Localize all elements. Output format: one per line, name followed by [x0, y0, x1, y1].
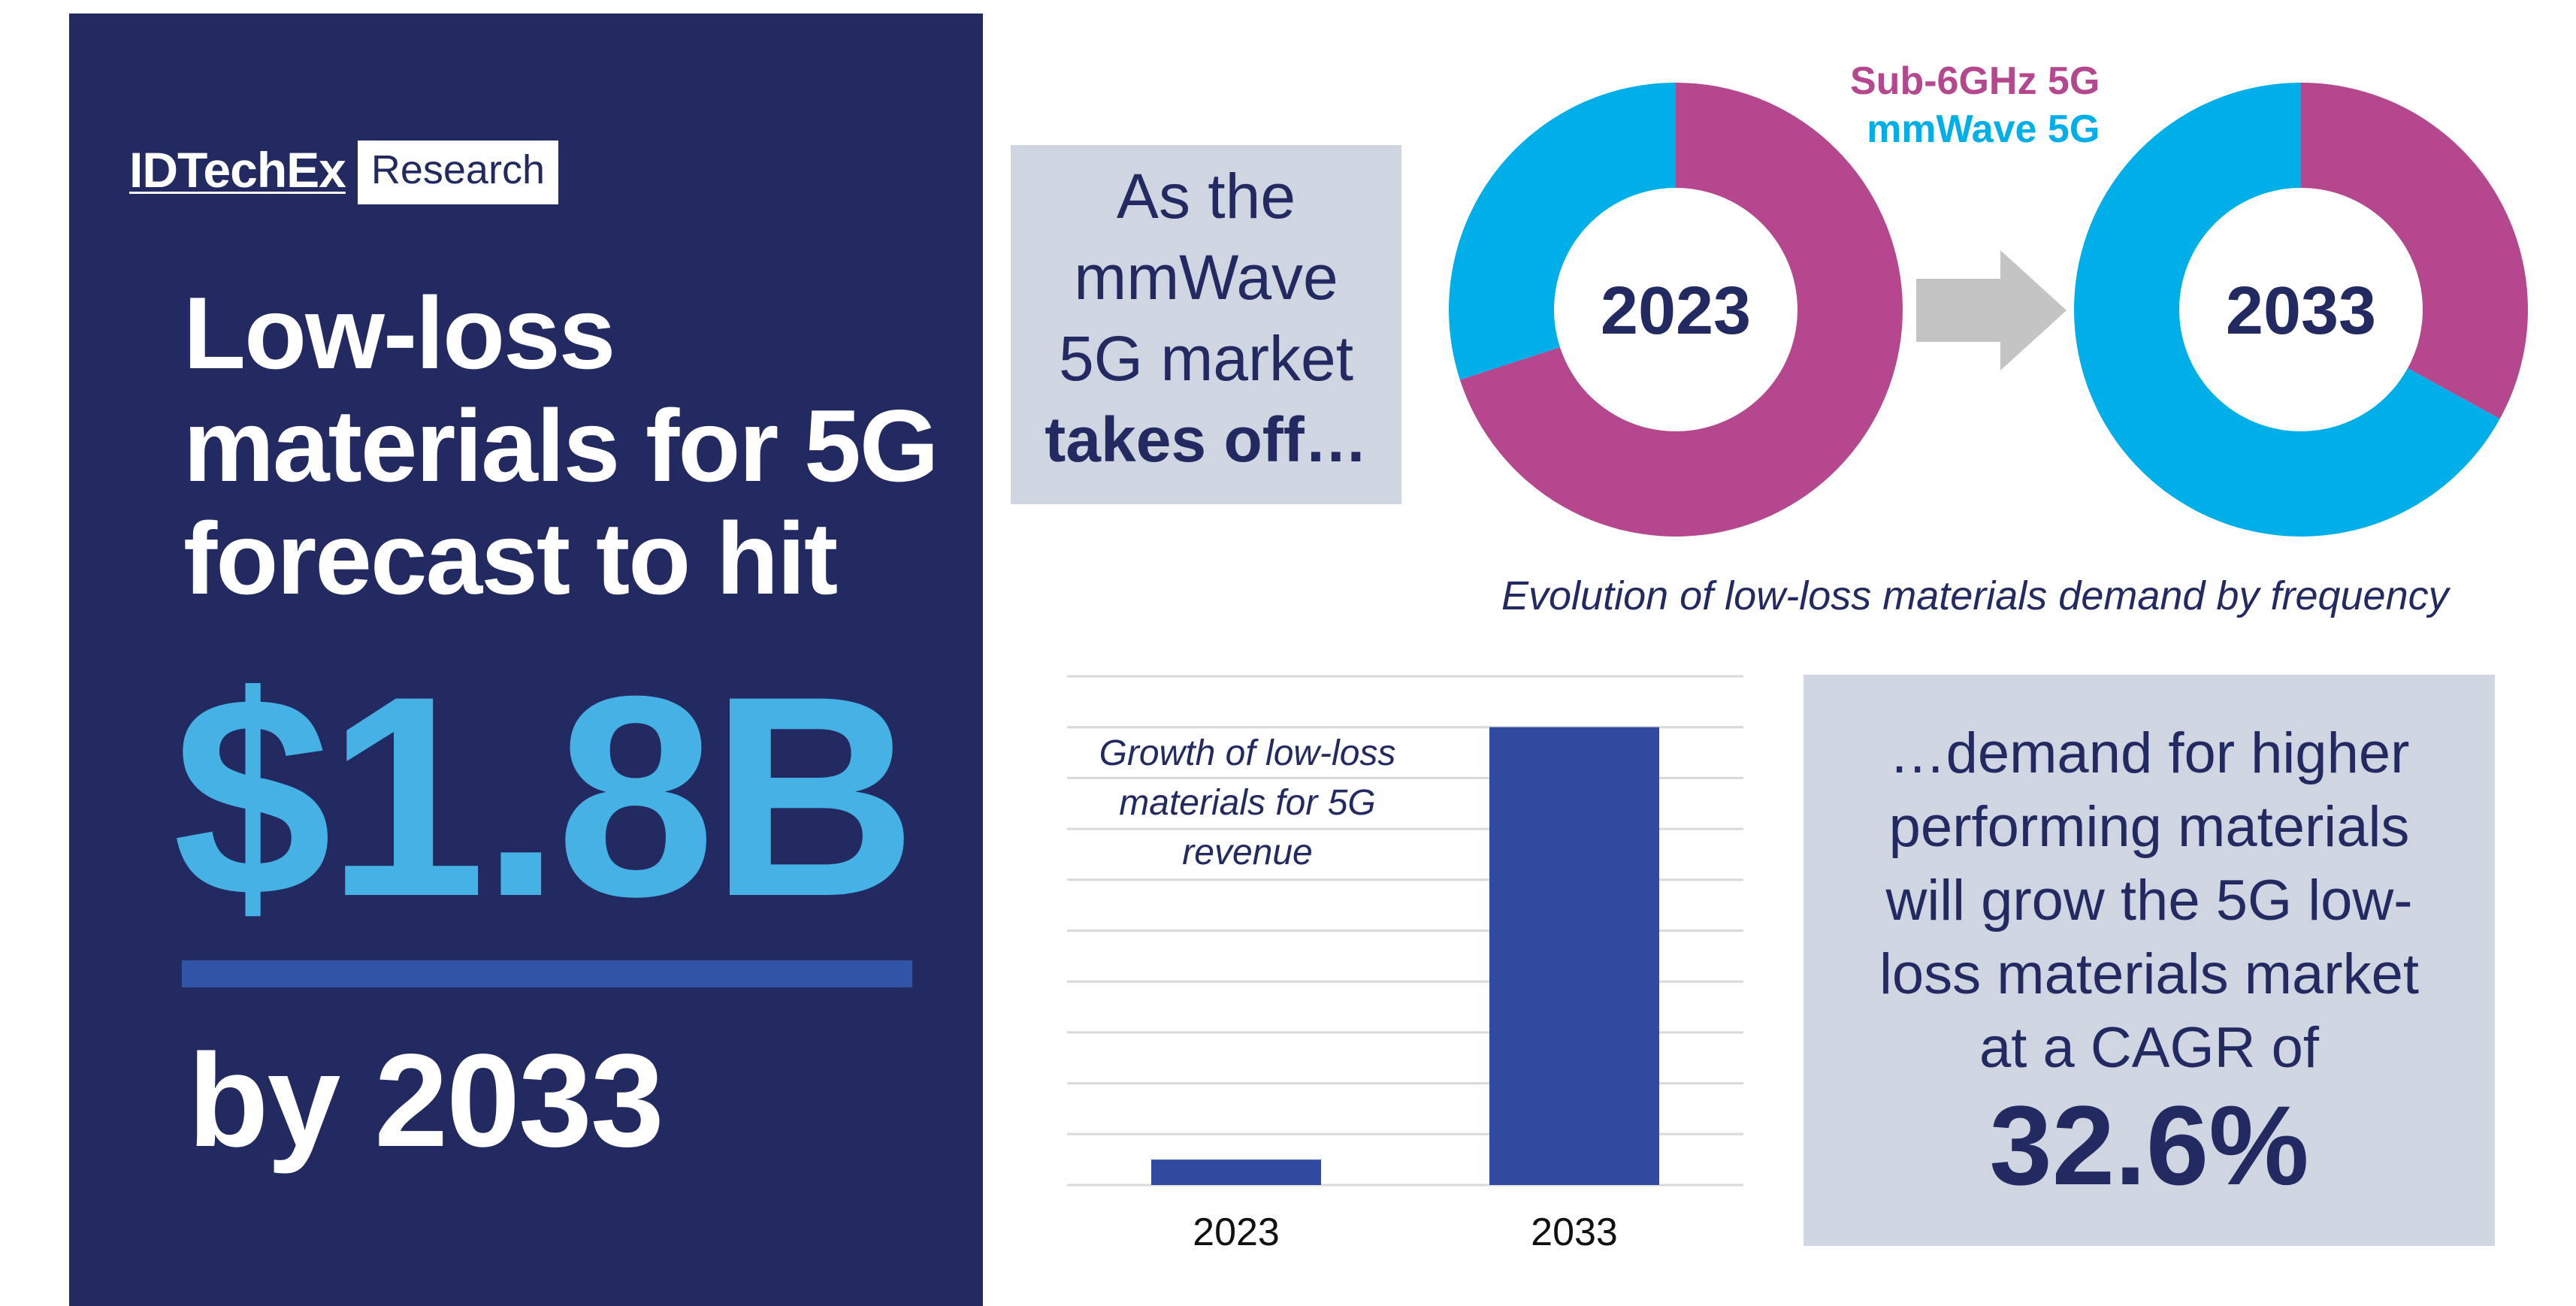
- donut-legend: Sub-6GHz 5G mmWave 5G: [1850, 57, 2100, 153]
- x-tick-label: 2023: [1193, 1211, 1280, 1254]
- donut-year-label: 2033: [2226, 274, 2376, 349]
- takeoff-bold-line: takes off…: [1045, 404, 1368, 475]
- headline-line: materials for 5G: [183, 388, 939, 503]
- cagr-value: 32.6%: [1989, 1082, 2309, 1208]
- donut-chart-2023: 2023: [1449, 83, 1903, 537]
- takeoff-callout: As the mmWave 5G market takes off…: [1011, 145, 1401, 504]
- divider-bar: [182, 960, 912, 987]
- takeoff-line: As the: [1116, 161, 1296, 231]
- headline-line: forecast to hit: [183, 501, 838, 615]
- donut-slice-mmwave-5g: [1449, 83, 1676, 380]
- bar-2023: [1151, 1159, 1321, 1185]
- revenue-bar-chart: 2023 2033: [1067, 675, 1743, 1254]
- legend-mmwave: mmWave 5G: [1867, 107, 2100, 151]
- bar-chart-annotation: Growth of low-loss materials for 5G reve…: [1099, 733, 1396, 872]
- brand-logo: IDTechEx Research: [129, 135, 558, 204]
- brand-name: IDTechEx: [129, 142, 346, 198]
- cagr-callout: …demand for higher performing materials …: [1804, 675, 2495, 1246]
- headline-text: Low-loss materials for 5G forecast to hi…: [183, 277, 950, 615]
- right-arrow-icon: [1916, 250, 2067, 370]
- x-tick-label: 2033: [1531, 1211, 1618, 1254]
- headline-line: Low-loss: [183, 276, 615, 390]
- donut-caption: Evolution of low-loss materials demand b…: [1501, 573, 2449, 618]
- cagr-line: …demand for higher: [1888, 721, 2410, 785]
- forecast-figure: $1.8B: [173, 636, 917, 956]
- donut-slice-sub-6ghz-5g: [1459, 83, 1903, 537]
- takeoff-line: 5G market: [1058, 323, 1354, 394]
- brand-tag: Research: [357, 141, 558, 204]
- cagr-line: loss materials market: [1879, 942, 2419, 1006]
- donut-year-label: 2023: [1601, 274, 1751, 349]
- donut-slice-mmwave-5g: [2074, 83, 2500, 537]
- forecast-year: by 2033: [188, 1027, 664, 1174]
- cagr-line: performing materials: [1888, 795, 2410, 859]
- bar-2033: [1489, 727, 1659, 1185]
- donut-slice-sub-6ghz-5g: [2301, 83, 2528, 419]
- headline-panel: [69, 14, 983, 1306]
- cagr-line: at a CAGR of: [1979, 1016, 2319, 1080]
- cagr-line: will grow the 5G low-: [1885, 869, 2413, 933]
- takeoff-line: mmWave: [1074, 242, 1338, 313]
- donut-chart-2033: 2033: [2074, 83, 2528, 537]
- legend-sub6ghz: Sub-6GHz 5G: [1850, 59, 2100, 103]
